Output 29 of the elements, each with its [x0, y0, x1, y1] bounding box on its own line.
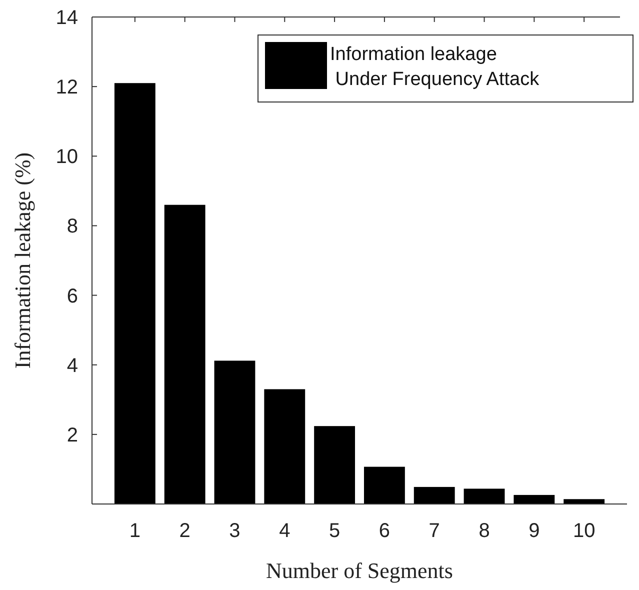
bar [314, 426, 356, 504]
x-tick-label: 4 [279, 520, 290, 542]
y-tick-label: 14 [56, 7, 78, 29]
x-axis-title: Number of Segments [266, 558, 453, 583]
bar [364, 466, 405, 504]
x-tick-label: 7 [428, 520, 440, 542]
x-tick-label: 3 [229, 520, 240, 542]
bar [214, 360, 256, 504]
x-tick-label: 10 [572, 520, 596, 542]
y-tick-label: 12 [56, 76, 78, 99]
y-tick-label: 2 [66, 424, 78, 446]
bar [464, 488, 505, 504]
x-tick-label: 9 [528, 520, 540, 542]
bar [264, 389, 306, 504]
bar [414, 486, 455, 504]
y-tick-label: 6 [66, 285, 78, 308]
x-tick-label: 2 [179, 520, 190, 542]
x-tick-label: 8 [478, 520, 490, 542]
x-tick-label: 6 [378, 520, 390, 542]
bar [514, 494, 555, 504]
x-tick-label: 5 [328, 520, 340, 542]
bar [564, 499, 605, 504]
bar [114, 83, 156, 504]
y-tick-label: 4 [66, 354, 78, 377]
x-tick-label: 1 [129, 520, 140, 542]
y-tick-label: 8 [66, 216, 78, 238]
bar [164, 204, 206, 504]
y-tick-label: 10 [56, 146, 78, 168]
y-axis-title: Information leakage (%) [10, 152, 35, 369]
